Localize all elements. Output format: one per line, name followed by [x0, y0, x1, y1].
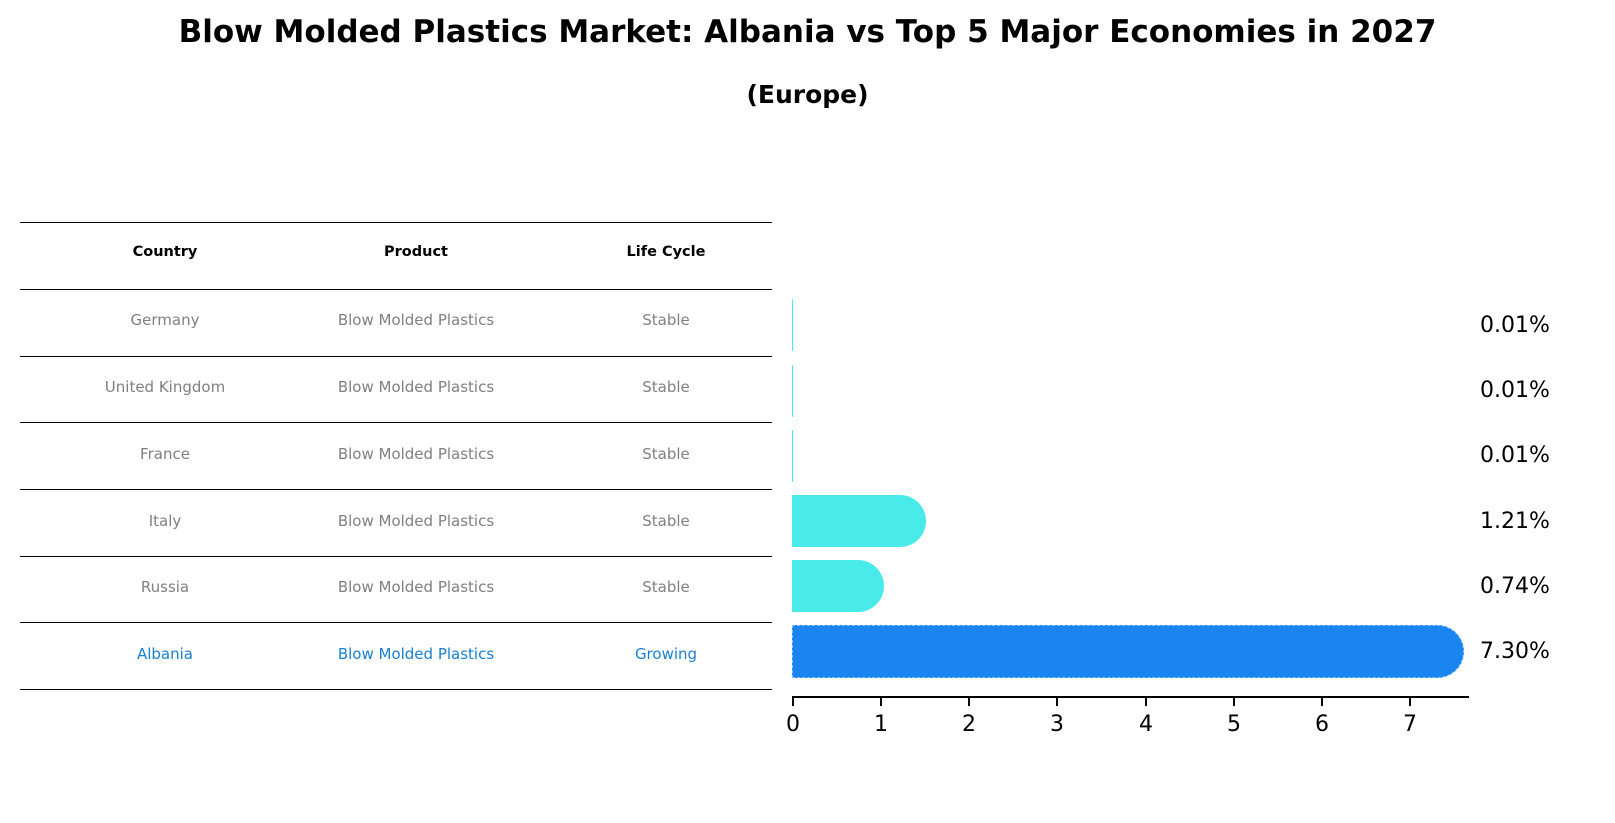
cell-product: Blow Molded Plastics	[337, 578, 495, 596]
x-tick	[1056, 697, 1058, 706]
cell-life-cycle: Stable	[642, 578, 690, 596]
bar-albania	[792, 625, 1464, 678]
value-label: 0.01%	[1480, 313, 1550, 338]
cell-country: Germany	[130, 311, 200, 329]
header-product: Product	[384, 244, 448, 260]
cell-life-cycle: Growing	[634, 645, 698, 663]
chart-subtitle: (Europe)	[746, 80, 869, 109]
header-country: Country	[132, 244, 198, 260]
x-tick-label: 5	[1227, 712, 1241, 737]
divider	[20, 289, 772, 290]
value-label: 7.30%	[1480, 639, 1550, 664]
x-tick	[880, 697, 882, 706]
cell-life-cycle: Stable	[642, 512, 690, 530]
x-tick	[968, 697, 970, 706]
x-axis	[792, 696, 1469, 698]
divider	[20, 622, 772, 623]
x-tick	[1409, 697, 1411, 706]
divider	[20, 556, 772, 557]
x-tick-label: 7	[1403, 712, 1417, 737]
x-tick-label: 1	[874, 712, 888, 737]
value-label: 0.01%	[1480, 378, 1550, 403]
divider	[20, 489, 772, 490]
cell-life-cycle: Stable	[642, 445, 690, 463]
bar-russia	[792, 560, 884, 612]
divider	[20, 222, 772, 223]
cell-life-cycle: Stable	[642, 311, 690, 329]
divider	[20, 422, 772, 423]
cell-country: Italy	[148, 512, 182, 530]
value-label: 1.21%	[1480, 509, 1550, 534]
x-tick-label: 2	[962, 712, 976, 737]
value-label: 0.01%	[1480, 443, 1550, 468]
cell-product: Blow Molded Plastics	[337, 378, 495, 396]
cell-country: France	[140, 445, 190, 463]
x-tick-label: 0	[786, 712, 800, 737]
cell-product: Blow Molded Plastics	[337, 445, 495, 463]
bar-italy	[792, 495, 926, 547]
x-tick-label: 4	[1139, 712, 1153, 737]
x-tick	[1233, 697, 1235, 706]
cell-product: Blow Molded Plastics	[337, 311, 495, 329]
bar-france	[792, 430, 793, 482]
x-tick	[1321, 697, 1323, 706]
x-tick-label: 3	[1050, 712, 1064, 737]
x-tick-label: 6	[1315, 712, 1329, 737]
chart-title: Blow Molded Plastics Market: Albania vs …	[178, 14, 1437, 50]
header-life-cycle: Life Cycle	[626, 244, 706, 260]
cell-country: Albania	[136, 645, 193, 663]
bar-united-kingdom	[792, 365, 793, 417]
cell-life-cycle: Stable	[642, 378, 690, 396]
cell-product: Blow Molded Plastics	[337, 645, 495, 663]
divider	[20, 689, 772, 690]
cell-product: Blow Molded Plastics	[337, 512, 495, 530]
bar-germany	[792, 299, 793, 351]
divider	[20, 356, 772, 357]
cell-country: United Kingdom	[104, 378, 226, 396]
value-label: 0.74%	[1480, 574, 1550, 599]
x-tick	[792, 697, 794, 706]
cell-country: Russia	[140, 578, 190, 596]
x-tick	[1145, 697, 1147, 706]
